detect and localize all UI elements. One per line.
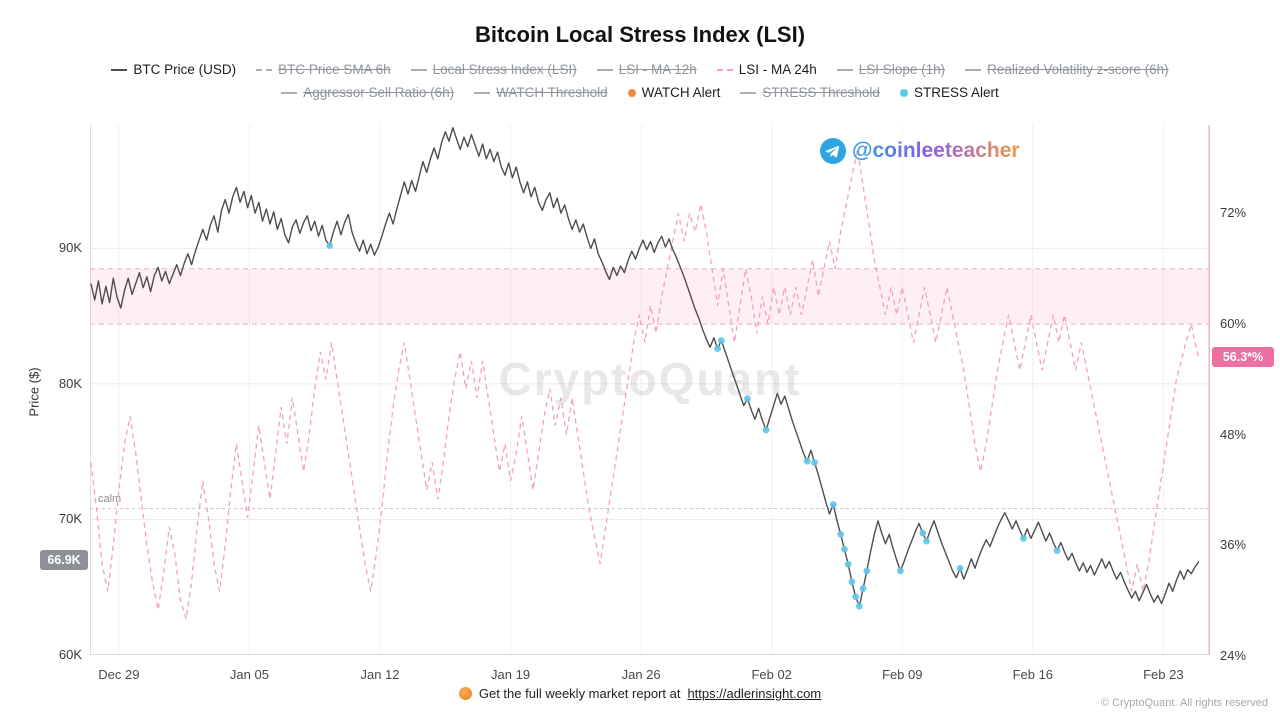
legend-item-label: LSI - MA 24h (738, 62, 817, 77)
telegram-handle[interactable]: @coinleeteacher (852, 139, 1020, 162)
legend-item-label: Realized Volatility z-score (6h) (987, 62, 1169, 77)
chart-plot-area[interactable] (90, 125, 1210, 655)
legend-item-label: BTC Price (USD) (133, 62, 237, 77)
x-axis-tick: Feb 23 (1143, 667, 1184, 682)
legend-item-local-stress-index-lsi[interactable]: Local Stress Index (LSI) (410, 62, 577, 77)
lsi-axis-tick: 60% (1220, 316, 1247, 332)
stress-alert-dot (844, 560, 852, 568)
lsi-ma24h-line (90, 148, 1200, 620)
report-dot-icon (458, 687, 472, 700)
x-axis-tick: Jan 05 (229, 667, 269, 682)
legend-line-marker (111, 68, 128, 71)
legend-row-1: BTC Price (USD) BTC Price SMA 6h Local Str… (0, 62, 1280, 77)
stress-alert-dot (923, 537, 930, 545)
legend-row-2: Aggressor Sell Ratio (6h) WATCH Threshold… (0, 85, 1280, 100)
stress-alert-dot (714, 345, 722, 353)
legend-line-marker (965, 68, 982, 71)
current-price-badge: 66.9K (40, 550, 88, 571)
btc-price-line (90, 127, 1200, 607)
lsi-axis-tick: 72% (1220, 205, 1247, 221)
x-axis-tick: Feb 09 (882, 667, 923, 682)
legend-dot-marker (627, 88, 636, 97)
stress-alert-dot (744, 395, 751, 403)
legend-line-marker (716, 68, 733, 71)
legend-item-aggressor-sell-ratio-6h[interactable]: Aggressor Sell Ratio (6h) (281, 85, 454, 100)
legend-item-label: Local Stress Index (LSI) (432, 62, 577, 77)
report-link[interactable]: https://adlerinsight.com (687, 686, 822, 701)
lsi-axis-tick: 24% (1220, 647, 1247, 663)
lsi-axis-tick: 48% (1220, 426, 1247, 442)
legend-item-label: LSI - MA 12h (618, 62, 697, 77)
lsi-axis-tick: 36% (1220, 537, 1247, 553)
legend-line-marker (740, 91, 757, 94)
copyright-text: © CryptoQuant. All rights reserved (1100, 697, 1268, 709)
x-axis-tick: Feb 16 (1012, 667, 1054, 682)
footer-report-line: Get the full weekly market report at htt… (0, 686, 1280, 701)
legend-item-lsi-slope-1h[interactable]: LSI Slope (1h) (836, 62, 946, 77)
stress-alert-dot (326, 242, 334, 250)
legend-line-marker (410, 68, 427, 71)
legend-item-label: STRESS Alert (913, 85, 999, 100)
calm-zone-label: calm (98, 493, 122, 506)
legend-item-label: BTC Price SMA 6h (278, 62, 391, 77)
legend-item-btc-price-usd[interactable]: BTC Price (USD) (111, 62, 236, 77)
stress-alert-dot (841, 545, 848, 553)
stress-alert-dot (837, 530, 845, 538)
legend-item-realized-volatility-z-score-6h[interactable]: Realized Volatility z-score (6h) (965, 62, 1169, 77)
x-axis-tick: Dec 29 (98, 667, 140, 682)
price-axis-label: Price ($) (26, 367, 42, 417)
stress-alert-dot (803, 457, 811, 465)
watch-zone-band (90, 268, 1210, 325)
stress-alert-dot (863, 567, 871, 575)
legend-line-marker (836, 68, 853, 71)
stress-alert-dot (855, 602, 863, 610)
legend-item-label: STRESS Threshold (762, 85, 880, 100)
stress-alert-dot (762, 426, 770, 434)
legend-dot-marker (899, 88, 908, 97)
telegram-icon (820, 138, 846, 164)
page-title: Bitcoin Local Stress Index (LSI) (474, 22, 806, 47)
stress-alert-dot (1020, 535, 1027, 542)
stress-alert-dot (859, 585, 867, 592)
stress-alert-dot (852, 593, 860, 601)
stress-alert-dot (896, 567, 904, 575)
legend-line-marker (256, 68, 273, 71)
stress-alert-dot (848, 578, 856, 586)
x-axis-tick: Jan 26 (621, 667, 661, 682)
price-axis-tick: 80K (58, 375, 82, 391)
legend-item-stress-alert[interactable]: STRESS Alert (899, 85, 999, 100)
legend-line-marker (596, 68, 613, 71)
price-axis-tick: 70K (58, 511, 82, 527)
legend-item-btc-price-sma-6h[interactable]: BTC Price SMA 6h (256, 62, 391, 77)
legend-item-label: Aggressor Sell Ratio (6h) (303, 85, 455, 100)
legend-item-watch-threshold[interactable]: WATCH Threshold (474, 85, 608, 100)
legend-line-marker (281, 91, 298, 94)
price-axis-tick: 90K (58, 240, 82, 256)
current-lsi-badge: 56.3*% (1212, 347, 1274, 368)
price-axis-tick: 60K (58, 647, 82, 662)
legend-item-lsi-ma-24h[interactable]: LSI - MA 24h (716, 62, 817, 77)
x-axis-tick: Jan 12 (360, 667, 400, 682)
legend-item-lsi-ma-12h[interactable]: LSI - MA 12h (596, 62, 697, 77)
report-text: Get the full weekly market report at (478, 686, 681, 701)
legend-item-label: LSI Slope (1h) (858, 62, 946, 77)
stress-alert-dot (717, 337, 725, 344)
stress-alert-dot (811, 459, 818, 466)
x-axis-tick: Jan 19 (491, 667, 531, 682)
stress-alert-dot (956, 564, 964, 572)
legend-item-label: WATCH Alert (641, 85, 721, 100)
stress-alert-dot (1053, 547, 1061, 555)
legend-item-stress-threshold[interactable]: STRESS Threshold (740, 85, 880, 100)
legend-line-marker (474, 91, 491, 94)
stress-alert-dot (829, 501, 837, 508)
legend-item-label: WATCH Threshold (496, 85, 608, 100)
legend-item-watch-alert[interactable]: WATCH Alert (627, 85, 721, 100)
stress-alert-dot (919, 529, 927, 537)
branding[interactable]: @coinleeteacher (820, 138, 1020, 164)
x-axis-tick: Feb 02 (751, 667, 792, 682)
